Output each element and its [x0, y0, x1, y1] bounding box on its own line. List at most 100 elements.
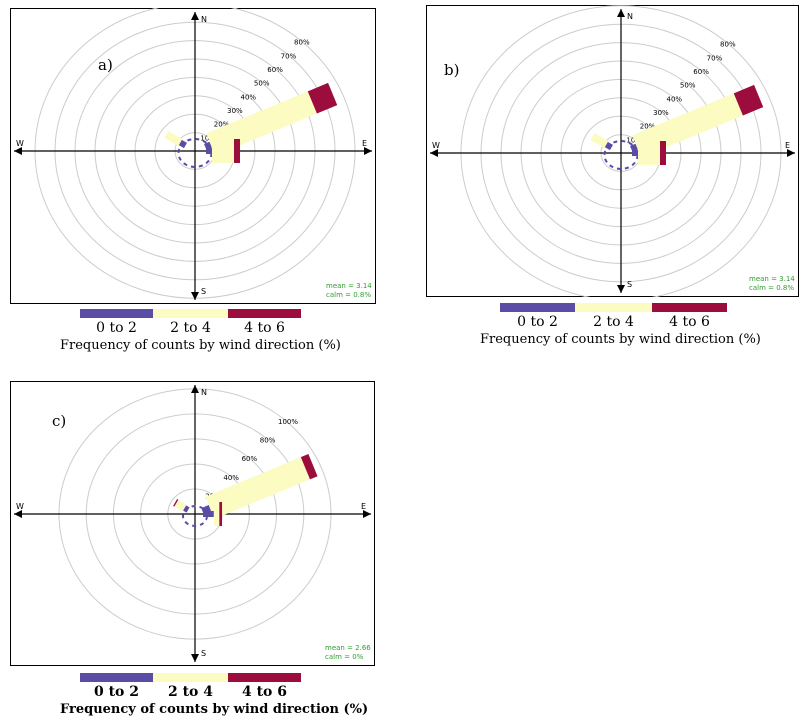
legend-label-2-4: 2 to 4 — [593, 314, 634, 330]
panel-label: a) — [98, 56, 113, 74]
legend-caption: Frequency of counts by wind direction (%… — [60, 338, 341, 353]
radial-tick-label: 50% — [680, 82, 696, 90]
arrow-n — [191, 12, 199, 20]
legend-label-4-6: 4 to 6 — [669, 314, 710, 330]
arrow-s — [191, 292, 199, 300]
radial-tick-label: 70% — [281, 52, 297, 60]
legend-a: 0 to 2 2 to 4 4 to 6 Frequency of counts… — [60, 309, 360, 353]
legend-swatch-0-2 — [80, 673, 153, 682]
sector-bar — [307, 82, 338, 114]
legend-b: 0 to 2 2 to 4 4 to 6 Frequency of counts… — [480, 303, 790, 347]
plot-frame — [10, 381, 375, 666]
sector-bar — [630, 143, 638, 152]
dir-label-w: W — [16, 139, 24, 148]
dir-label-w: W — [432, 141, 440, 150]
legend-label-0-2: 0 to 2 — [93, 684, 140, 700]
sector-bar — [604, 141, 613, 151]
mean-label: mean = 2.66 — [325, 644, 371, 652]
sector-bar — [178, 139, 187, 149]
sector-bar — [173, 499, 179, 507]
sector-bar — [204, 141, 212, 150]
arrow-e — [364, 147, 372, 155]
radial-tick-label: 80% — [720, 41, 736, 49]
radial-tick-label: 20% — [640, 123, 656, 131]
sector-bar — [174, 499, 187, 512]
legend-label-4-6: 4 to 6 — [241, 684, 288, 700]
legend-swatch-4-6 — [652, 303, 727, 312]
radial-tick-label: 40% — [223, 474, 239, 482]
panel-label: c) — [52, 412, 66, 430]
arrow-e — [787, 149, 795, 157]
dir-label-e: E — [785, 141, 790, 150]
legend-caption: Frequency of counts by wind direction (%… — [480, 332, 761, 347]
dir-label-w: W — [16, 502, 24, 511]
dir-label-n: N — [201, 15, 207, 24]
legend-swatch-4-6 — [228, 309, 301, 318]
sector-bar — [212, 139, 234, 163]
dir-label-s: S — [201, 287, 206, 296]
radial-tick-label: 30% — [227, 107, 243, 115]
sector-bar — [733, 84, 764, 116]
radial-tick-label: 60% — [242, 455, 258, 463]
dir-label-s: S — [201, 649, 206, 658]
plot-frame — [10, 8, 376, 304]
sector-bar — [203, 511, 214, 517]
arrow-w — [430, 149, 438, 157]
legend-swatch-2-4 — [153, 673, 228, 682]
dir-label-n: N — [201, 388, 207, 397]
radial-tick-label: 80% — [260, 437, 276, 445]
radial-tick-label: 50% — [254, 80, 270, 88]
sector-bar — [632, 150, 638, 156]
calm-label: calm = 0.8% — [326, 291, 371, 299]
dir-label-e: E — [362, 139, 367, 148]
sector-bar — [206, 148, 212, 154]
legend-c: 0 to 2 2 to 4 4 to 6 Frequency of counts… — [60, 673, 369, 717]
arrow-w — [14, 147, 22, 155]
radial-tick-label: 100% — [278, 418, 298, 426]
arrow-w — [14, 510, 22, 518]
radial-tick-label: 60% — [693, 68, 709, 76]
radial-tick-label: 80% — [294, 39, 310, 47]
dir-label-n: N — [627, 12, 633, 21]
sector-bar — [164, 131, 183, 146]
sector-bar — [213, 502, 220, 526]
sector-bar — [300, 454, 318, 480]
legend-swatch-2-4 — [575, 303, 652, 312]
radial-tick-label: 40% — [241, 93, 257, 101]
dir-label-s: S — [627, 280, 632, 289]
windrose-b-svg: NESW10%20%30%40%50%60%70%80%b)mean = 3.1… — [426, 5, 799, 301]
calm-label: calm = 0.8% — [749, 284, 794, 292]
mean-label: mean = 3.14 — [749, 275, 795, 283]
arrow-e — [363, 510, 371, 518]
sector-bar — [638, 141, 660, 165]
radial-tick-label: 20% — [214, 121, 230, 129]
mean-label: mean = 3.14 — [326, 282, 372, 290]
arrow-n — [191, 385, 199, 393]
legend-swatch-4-6 — [228, 673, 301, 682]
sector-bar — [183, 505, 190, 513]
windrose-a-svg: NESW10%20%30%40%50%60%70%80%a)mean = 3.1… — [10, 3, 376, 304]
sector-bar — [660, 141, 666, 165]
windrose-panel-b: NESW10%20%30%40%50%60%70%80%b)mean = 3.1… — [426, 5, 799, 301]
sector-bar — [219, 502, 223, 526]
arrow-s — [191, 654, 199, 662]
legend-swatch-0-2 — [80, 309, 153, 318]
sector-bar — [590, 133, 609, 148]
radial-tick-label: 60% — [267, 66, 283, 74]
legend-label-2-4: 2 to 4 — [167, 684, 214, 700]
windrose-panel-a: NESW10%20%30%40%50%60%70%80%a)mean = 3.1… — [10, 3, 376, 304]
radial-tick-label: 70% — [707, 54, 723, 62]
arrow-n — [617, 9, 625, 17]
legend-label-2-4: 2 to 4 — [170, 320, 211, 336]
sector-bar — [205, 457, 311, 519]
calm-label: calm = 0% — [325, 653, 364, 661]
legend-swatch-0-2 — [500, 303, 575, 312]
legend-swatch-2-4 — [153, 309, 228, 318]
dir-label-e: E — [361, 502, 366, 511]
legend-label-0-2: 0 to 2 — [517, 314, 558, 330]
legend-caption: Frequency of counts by wind direction (%… — [60, 702, 369, 717]
sector-bar — [234, 139, 240, 163]
panel-label: b) — [444, 61, 459, 79]
